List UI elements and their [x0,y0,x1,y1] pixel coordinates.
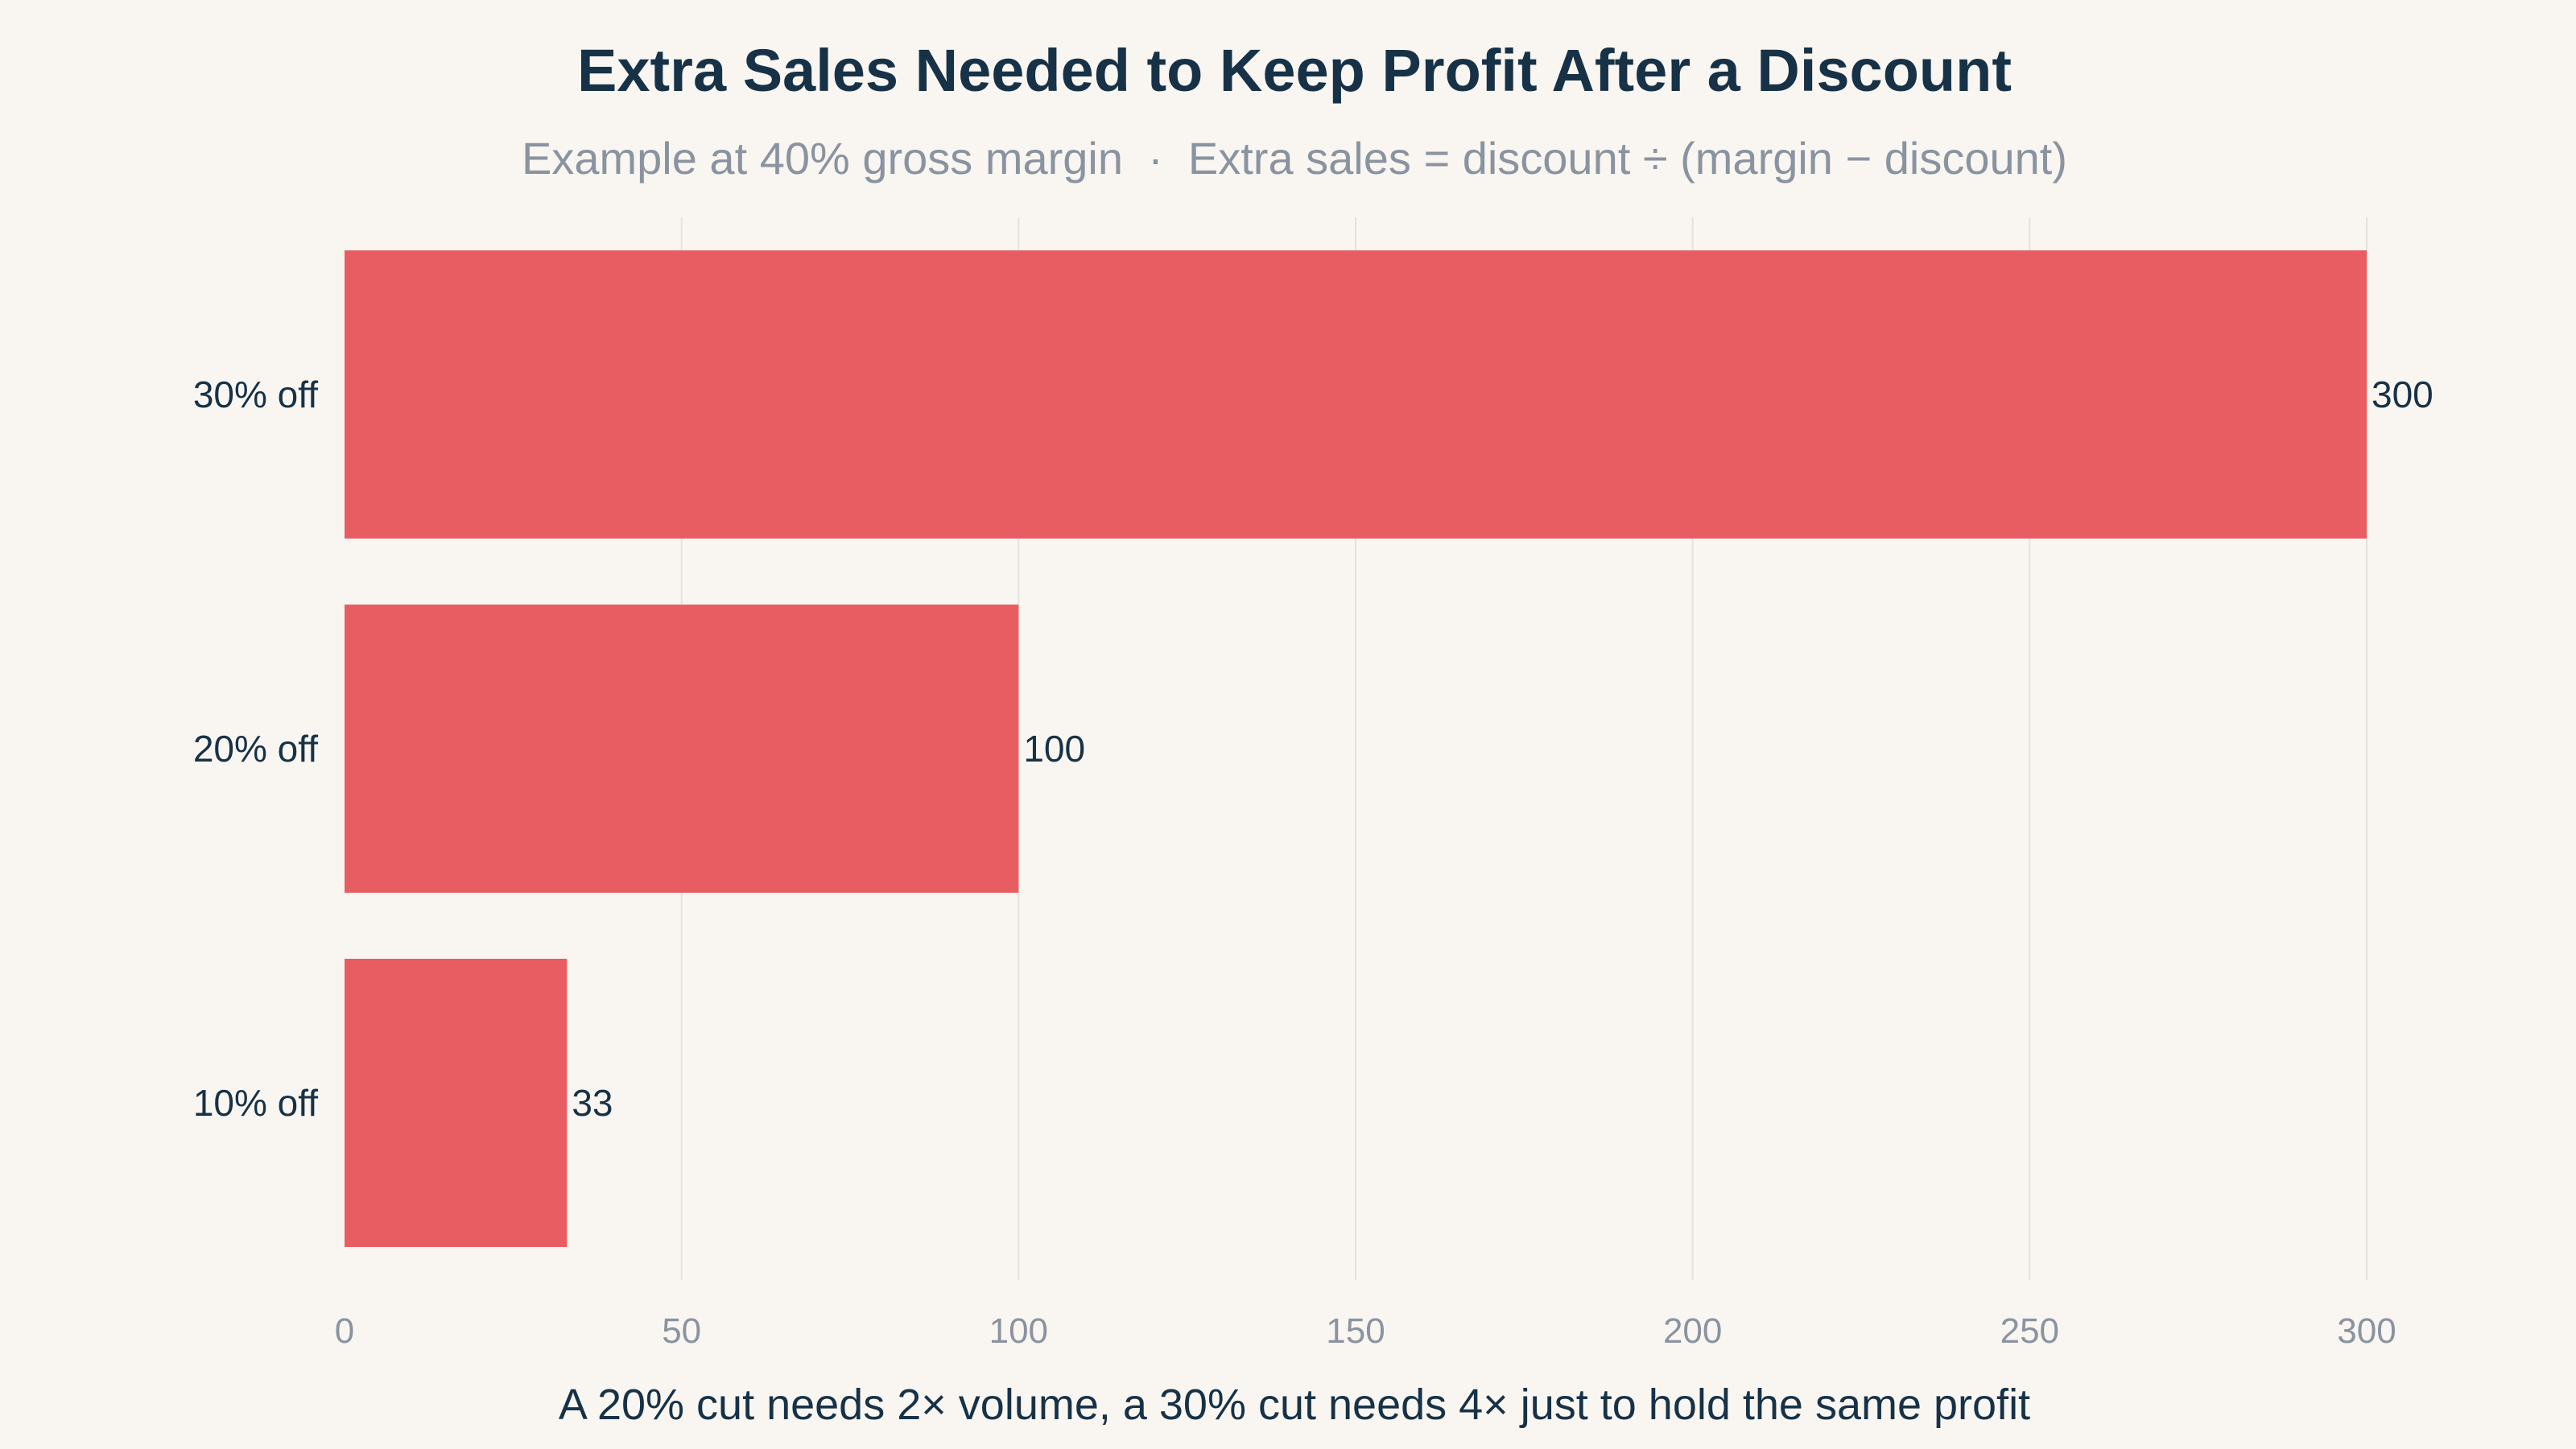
value-label: 300 [2372,374,2434,415]
chart-subtitle: Example at 40% gross margin · Extra sale… [522,133,2067,184]
bar [345,250,2367,539]
x-tick-label: 250 [2000,1311,2059,1351]
category-label: 20% off [193,728,318,770]
chart-title: Extra Sales Needed to Keep Profit After … [577,37,2012,104]
bars: 30% off 300 20% off 100 10% off 33 [193,250,2434,1247]
bar [345,959,568,1247]
x-tick-label: 0 [335,1311,354,1351]
x-tick-label: 50 [662,1311,701,1351]
bar [345,605,1019,893]
value-label: 33 [572,1082,613,1124]
x-axis-label: A 20% cut needs 2× volume, a 30% cut nee… [559,1381,2030,1429]
x-tick-label: 150 [1326,1311,1385,1351]
value-label: 100 [1023,728,1085,770]
category-label: 10% off [193,1082,318,1124]
category-label: 30% off [193,374,318,415]
x-axis-ticks: 0 50 100 150 200 250 300 [335,1311,2396,1351]
x-tick-label: 300 [2337,1311,2396,1351]
x-tick-label: 100 [989,1311,1048,1351]
x-tick-label: 200 [1663,1311,1722,1351]
